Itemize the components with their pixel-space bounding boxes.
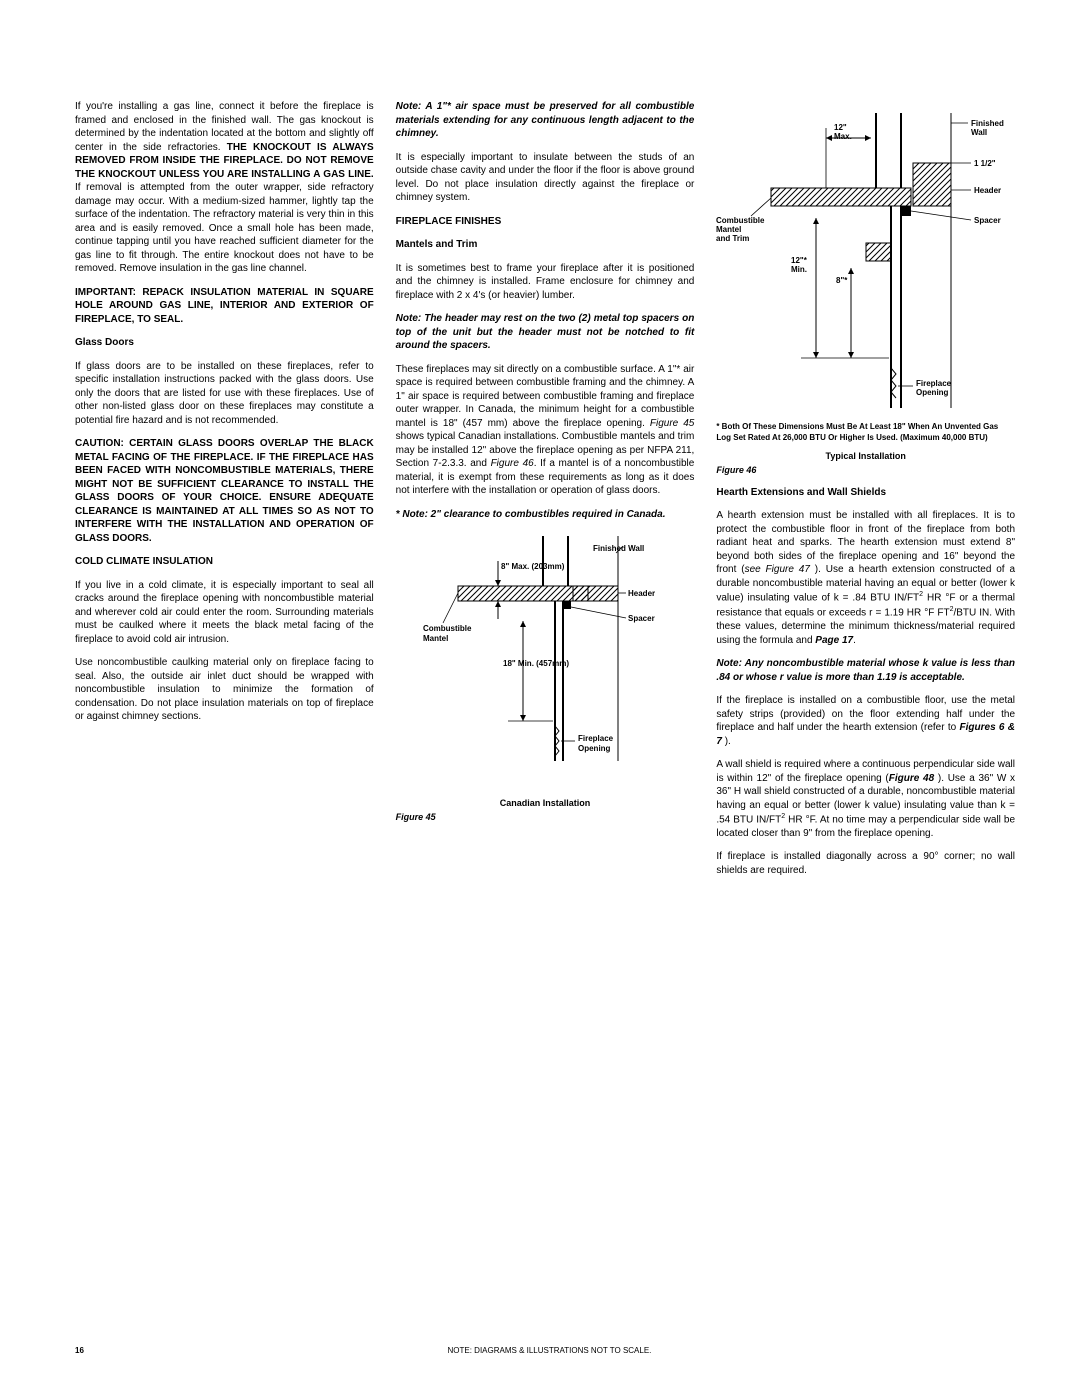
label-8max: 8" Max. (203mm)	[501, 562, 565, 571]
figure-45-label: Figure 45	[396, 811, 695, 823]
label-open2: FireplaceOpening	[916, 379, 952, 397]
note-header: Note: The header may rest on the two (2)…	[396, 312, 695, 353]
label-finwall2: FinishedWall	[971, 119, 1004, 137]
label-8: 8"*	[836, 276, 848, 285]
label-mantel2: CombustibleManteland Trim	[716, 216, 765, 243]
heading-glass-doors: Glass Doors	[75, 336, 374, 350]
label-header: Header	[628, 589, 655, 598]
p-hearth: A hearth extension must be installed wit…	[716, 509, 1015, 647]
text: .	[853, 635, 856, 646]
label-spacer2: Spacer	[974, 216, 1001, 225]
p-insulate: It is especially important to insulate b…	[396, 151, 695, 205]
text: ).	[725, 736, 731, 747]
column-1: If you're installing a gas line, connect…	[75, 100, 374, 887]
caption-45: Canadian Installation	[396, 797, 695, 809]
figure-46-label: Figure 46	[716, 464, 1015, 476]
p-caution: CAUTION: CERTAIN GLASS DOORS OVERLAP THE…	[75, 437, 374, 545]
column-3: 12"Max. 1 1/2" FinishedWall Header Space…	[716, 100, 1015, 887]
label-18min: 18" Min. (457mm)	[503, 659, 569, 668]
label-spacer: Spacer	[628, 614, 655, 623]
p-gasline: If you're installing a gas line, connect…	[75, 100, 374, 276]
p-safety-strips: If the fireplace is installed on a combu…	[716, 694, 1015, 748]
note-canada: * Note: 2" clearance to combustibles req…	[396, 508, 695, 522]
p-wall-shield: A wall shield is required where a contin…	[716, 758, 1015, 840]
p-glass: If glass doors are to be installed on th…	[75, 360, 374, 428]
p-frame: It is sometimes best to frame your firep…	[396, 262, 695, 303]
label-header2: Header	[974, 186, 1001, 195]
column-2: Note: A 1"* air space must be preserved …	[396, 100, 695, 887]
footnote-dimensions: * Both Of These Dimensions Must Be At Le…	[716, 422, 1015, 444]
heading-hearth: Hearth Extensions and Wall Shields	[716, 486, 1015, 500]
p-cold2: Use noncombustible caulking material onl…	[75, 656, 374, 724]
label-mantel: CombustibleMantel	[423, 624, 472, 643]
figure-45-diagram: 8" Max. (203mm) 18" Min. (457mm) Finishe…	[396, 531, 695, 791]
heading-cold-climate: COLD CLIMATE INSULATION	[75, 555, 374, 569]
label-opening: FireplaceOpening	[578, 734, 614, 753]
label-12max: 12"Max.	[834, 123, 852, 141]
heading-mantels-trim: Mantels and Trim	[396, 238, 695, 252]
note-kvalue: Note: Any noncombustible material whose …	[716, 657, 1015, 684]
label-12min: 12"*Min.	[791, 256, 808, 274]
page-ref: Page 17	[815, 635, 853, 646]
caption-46: Typical Installation	[716, 450, 1015, 462]
label-112: 1 1/2"	[974, 159, 996, 168]
label-finwall: Finished Wall	[593, 544, 644, 553]
heading-fireplace-finishes: FIREPLACE FINISHES	[396, 215, 695, 229]
page-footer: 16 NOTE: DIAGRAMS & ILLUSTRATIONS NOT TO…	[75, 1346, 1015, 1357]
text: If removal is attempted from the outer w…	[75, 182, 374, 274]
p-cold1: If you live in a cold climate, it is esp…	[75, 579, 374, 647]
p-important: IMPORTANT: REPACK INSULATION MATERIAL IN…	[75, 286, 374, 327]
fig-ref: Figure 48	[889, 773, 938, 784]
p-diagonal: If fireplace is installed diagonally acr…	[716, 850, 1015, 877]
fig-ref: see Figure 47	[745, 564, 815, 575]
figure-46-diagram: 12"Max. 1 1/2" FinishedWall Header Space…	[716, 108, 1015, 418]
page-number: 16	[75, 1346, 84, 1357]
fig-ref: Figure 46	[491, 458, 534, 469]
note-airspace: Note: A 1"* air space must be preserved …	[396, 100, 695, 141]
p-mantel-req: These fireplaces may sit directly on a c…	[396, 363, 695, 498]
fig-ref: Figure 45	[650, 418, 694, 429]
footer-note: NOTE: DIAGRAMS & ILLUSTRATIONS NOT TO SC…	[448, 1346, 652, 1357]
